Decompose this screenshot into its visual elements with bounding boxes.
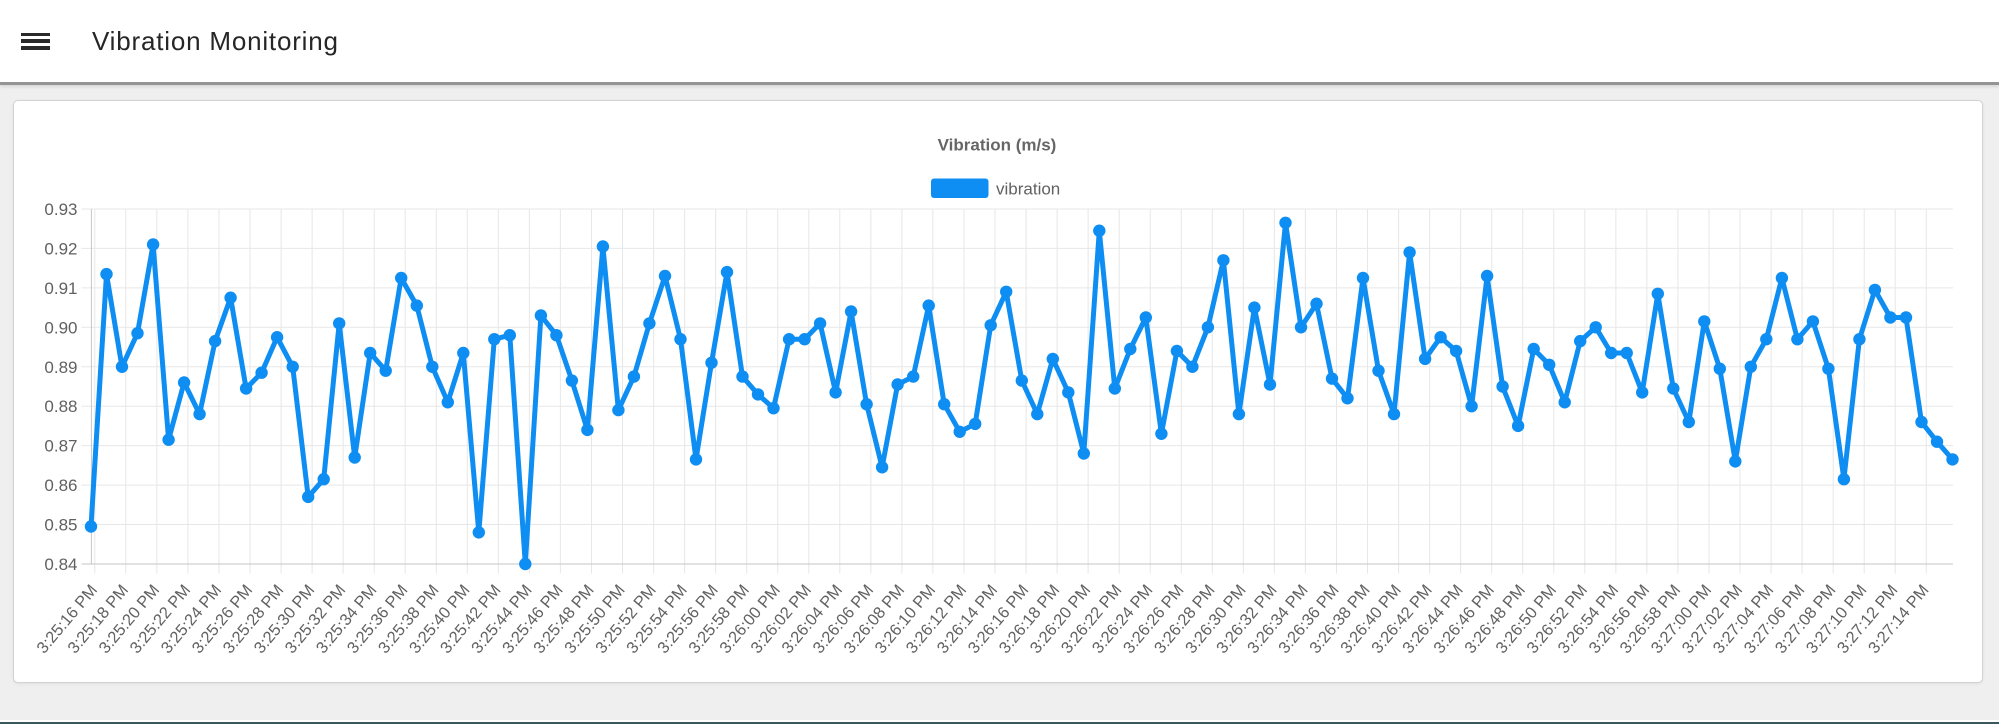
svg-text:0.85: 0.85 bbox=[44, 516, 77, 535]
svg-text:0.89: 0.89 bbox=[44, 358, 77, 377]
svg-text:0.88: 0.88 bbox=[44, 397, 77, 416]
svg-text:0.90: 0.90 bbox=[44, 318, 77, 337]
svg-text:0.84: 0.84 bbox=[44, 555, 77, 574]
svg-text:0.86: 0.86 bbox=[44, 476, 77, 495]
svg-text:Vibration (m/s): Vibration (m/s) bbox=[938, 136, 1057, 155]
svg-text:vibration: vibration bbox=[996, 180, 1060, 199]
svg-text:0.93: 0.93 bbox=[44, 200, 77, 219]
svg-text:0.87: 0.87 bbox=[44, 437, 77, 456]
svg-text:0.91: 0.91 bbox=[44, 279, 77, 298]
svg-text:0.92: 0.92 bbox=[44, 239, 77, 258]
